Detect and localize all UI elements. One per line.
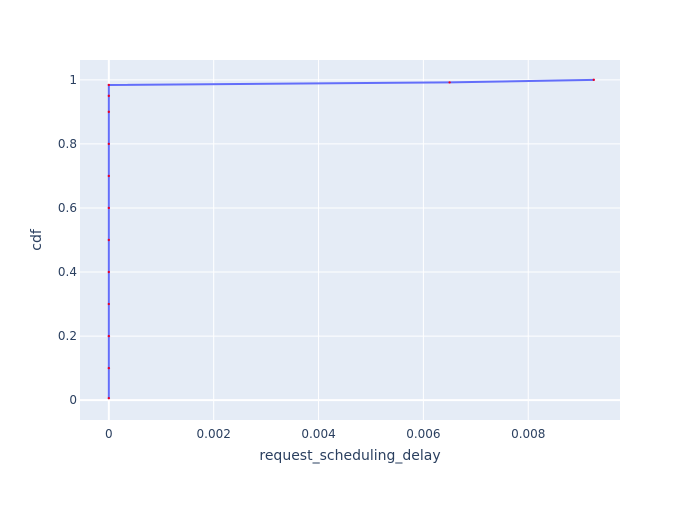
y-axis-title: cdf bbox=[29, 228, 45, 251]
y-tick-label: 0 bbox=[69, 393, 77, 407]
x-axis-title: request_scheduling_delay bbox=[259, 448, 440, 464]
cdf-data-point bbox=[107, 397, 111, 400]
cdf-data-point bbox=[107, 206, 111, 210]
y-tick-label: 0.8 bbox=[58, 137, 77, 151]
cdf-data-point bbox=[107, 366, 111, 370]
cdf-data-point bbox=[107, 238, 111, 242]
series-layer bbox=[107, 78, 595, 400]
y-tick-label: 0.2 bbox=[58, 329, 77, 343]
x-axis-ticks: 0 0.002 0.004 0.006 0.008 bbox=[105, 427, 545, 441]
y-tick-label: 0.4 bbox=[58, 265, 77, 279]
x-tick-label: 0.008 bbox=[511, 427, 545, 441]
cdf-data-point bbox=[107, 174, 111, 178]
cdf-data-point bbox=[448, 81, 451, 84]
cdf-data-point bbox=[107, 270, 111, 274]
x-tick-label: 0.006 bbox=[406, 427, 440, 441]
x-tick-label: 0.002 bbox=[197, 427, 231, 441]
y-tick-label: 1 bbox=[69, 73, 77, 87]
x-tick-label: 0 bbox=[105, 427, 113, 441]
cdf-data-point bbox=[592, 78, 595, 82]
cdf-data-point bbox=[107, 302, 111, 306]
cdf-data-point bbox=[107, 142, 111, 146]
cdf-data-point bbox=[107, 334, 111, 338]
y-tick-label: 0.6 bbox=[58, 201, 77, 215]
plot-area bbox=[80, 60, 620, 420]
cdf-series-line bbox=[107, 78, 594, 399]
cdf-data-point bbox=[107, 83, 111, 87]
x-tick-label: 0.004 bbox=[301, 427, 335, 441]
cdf-data-point bbox=[107, 110, 111, 114]
cdf-data-point bbox=[107, 94, 111, 98]
y-axis-ticks: 0 0.2 0.4 0.6 0.8 1 bbox=[58, 73, 77, 407]
